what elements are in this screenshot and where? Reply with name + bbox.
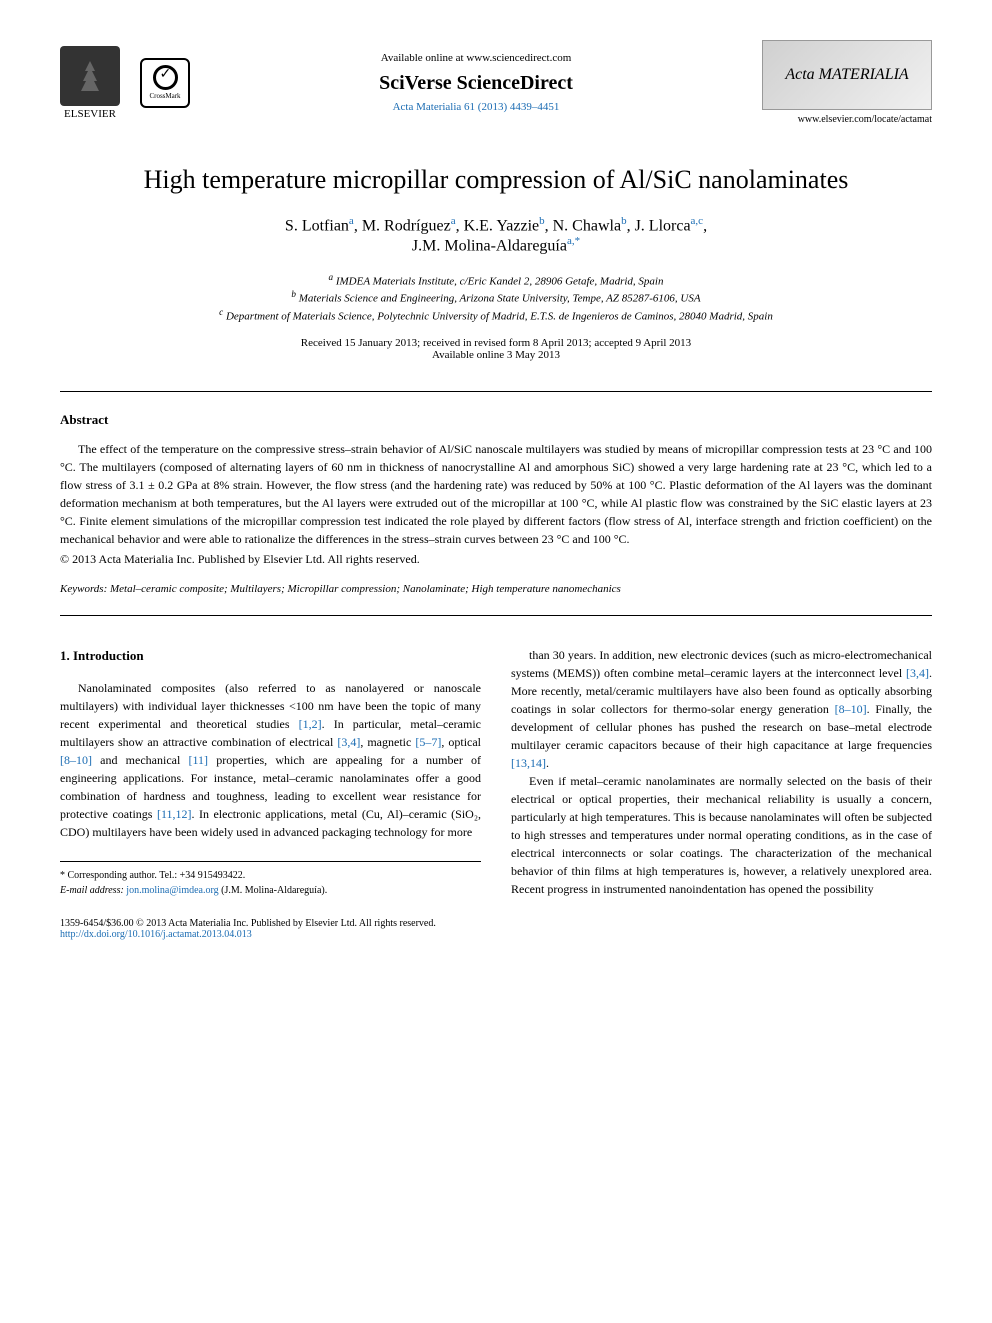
affiliations: a IMDEA Materials Institute, c/Eric Kand… bbox=[60, 272, 932, 323]
abstract-heading: Abstract bbox=[60, 412, 932, 428]
header-right: Acta MATERIALIA www.elsevier.com/locate/… bbox=[762, 40, 932, 125]
article-dates: Received 15 January 2013; received in re… bbox=[60, 337, 932, 361]
author: N. Chawla bbox=[553, 217, 621, 234]
ref-link[interactable]: [11] bbox=[188, 753, 208, 767]
sciverse-logo-text: SciVerse ScienceDirect bbox=[190, 72, 762, 95]
author: K.E. Yazzie bbox=[464, 217, 540, 234]
ref-link[interactable]: [13,14] bbox=[511, 756, 546, 770]
affiliation-text: IMDEA Materials Institute, c/Eric Kandel… bbox=[336, 275, 664, 287]
author: J.M. Molina-Aldareguía bbox=[412, 238, 567, 255]
divider bbox=[60, 615, 932, 616]
intro-paragraph: than 30 years. In addition, new electron… bbox=[511, 646, 932, 772]
email-link[interactable]: jon.molina@imdea.org bbox=[126, 885, 218, 896]
elsevier-label: ELSEVIER bbox=[64, 108, 116, 120]
affiliation-b: b Materials Science and Engineering, Ari… bbox=[60, 289, 932, 305]
author-affil-sup: b bbox=[539, 215, 545, 227]
corresponding-email: E-mail address: jon.molina@imdea.org (J.… bbox=[60, 883, 481, 898]
email-author-name: (J.M. Molina-Aldareguía). bbox=[221, 885, 327, 896]
journal-citation[interactable]: Acta Materialia 61 (2013) 4439–4451 bbox=[190, 101, 762, 113]
affiliation-text: Department of Materials Science, Polytec… bbox=[226, 311, 773, 323]
author-affil-sup: b bbox=[621, 215, 627, 227]
author-affil-sup: a,c bbox=[691, 215, 704, 227]
affiliation-text: Materials Science and Engineering, Arizo… bbox=[299, 293, 701, 305]
intro-paragraph: Even if metal–ceramic nanolaminates are … bbox=[511, 772, 932, 898]
body-columns: 1. Introduction Nanolaminated composites… bbox=[60, 646, 932, 899]
author: M. Rodríguez bbox=[362, 217, 451, 234]
elsevier-tree-icon bbox=[60, 46, 120, 106]
author-affil-sup: a bbox=[349, 215, 354, 227]
ref-link[interactable]: [3,4] bbox=[337, 735, 360, 749]
column-left: 1. Introduction Nanolaminated composites… bbox=[60, 646, 481, 899]
keywords: Keywords: Metal–ceramic composite; Multi… bbox=[60, 583, 932, 595]
ref-link[interactable]: [1,2] bbox=[299, 717, 322, 731]
dates-received: Received 15 January 2013; received in re… bbox=[60, 337, 932, 349]
affiliation-c: c Department of Materials Science, Polyt… bbox=[60, 307, 932, 323]
divider bbox=[60, 391, 932, 392]
column-right: than 30 years. In addition, new electron… bbox=[511, 646, 932, 899]
corresponding-author-note: * Corresponding author. Tel.: +34 915493… bbox=[60, 861, 481, 898]
intro-paragraph: Nanolaminated composites (also referred … bbox=[60, 679, 481, 841]
header-row: ELSEVIER CrossMark Available online at w… bbox=[60, 40, 932, 125]
ref-link[interactable]: [3,4] bbox=[906, 666, 929, 680]
keywords-label: Keywords: bbox=[60, 583, 107, 595]
dates-online: Available online 3 May 2013 bbox=[60, 349, 932, 361]
header-center: Available online at www.sciencedirect.co… bbox=[190, 52, 762, 113]
article-title: High temperature micropillar compression… bbox=[60, 165, 932, 195]
doi-link[interactable]: http://dx.doi.org/10.1016/j.actamat.2013… bbox=[60, 929, 932, 940]
intro-heading: 1. Introduction bbox=[60, 646, 481, 666]
author-affil-sup: a bbox=[451, 215, 456, 227]
ref-link[interactable]: [11,12] bbox=[157, 807, 192, 821]
affiliation-a: a IMDEA Materials Institute, c/Eric Kand… bbox=[60, 272, 932, 288]
copyright-text: © 2013 Acta Materialia Inc. Published by… bbox=[60, 552, 932, 567]
elsevier-logo: ELSEVIER bbox=[60, 46, 120, 120]
corresponding-tel: * Corresponding author. Tel.: +34 915493… bbox=[60, 868, 481, 883]
author-affil-sup: a,* bbox=[567, 235, 580, 247]
ref-link[interactable]: [8–10] bbox=[835, 702, 867, 716]
author: S. Lotfian bbox=[285, 217, 349, 234]
email-label: E-mail address: bbox=[60, 885, 124, 896]
crossmark-icon bbox=[153, 65, 178, 90]
crossmark-label: CrossMark bbox=[149, 92, 180, 100]
journal-logo-text: Acta MATERIALIA bbox=[785, 66, 908, 84]
abstract-text: The effect of the temperature on the com… bbox=[60, 440, 932, 548]
authors-list: S. Lotfiana, M. Rodrígueza, K.E. Yazzieb… bbox=[60, 215, 932, 256]
ref-link[interactable]: [8–10] bbox=[60, 753, 92, 767]
journal-url[interactable]: www.elsevier.com/locate/actamat bbox=[762, 114, 932, 125]
issn-copyright: 1359-6454/$36.00 © 2013 Acta Materialia … bbox=[60, 918, 932, 929]
journal-logo: Acta MATERIALIA bbox=[762, 40, 932, 110]
header-left: ELSEVIER CrossMark bbox=[60, 46, 190, 120]
keywords-text: Metal–ceramic composite; Multilayers; Mi… bbox=[110, 583, 621, 595]
crossmark-badge[interactable]: CrossMark bbox=[140, 58, 190, 108]
footer-bottom: 1359-6454/$36.00 © 2013 Acta Materialia … bbox=[60, 918, 932, 940]
available-online-text: Available online at www.sciencedirect.co… bbox=[190, 52, 762, 64]
ref-link[interactable]: [5–7] bbox=[415, 735, 441, 749]
author: J. Llorca bbox=[635, 217, 691, 234]
